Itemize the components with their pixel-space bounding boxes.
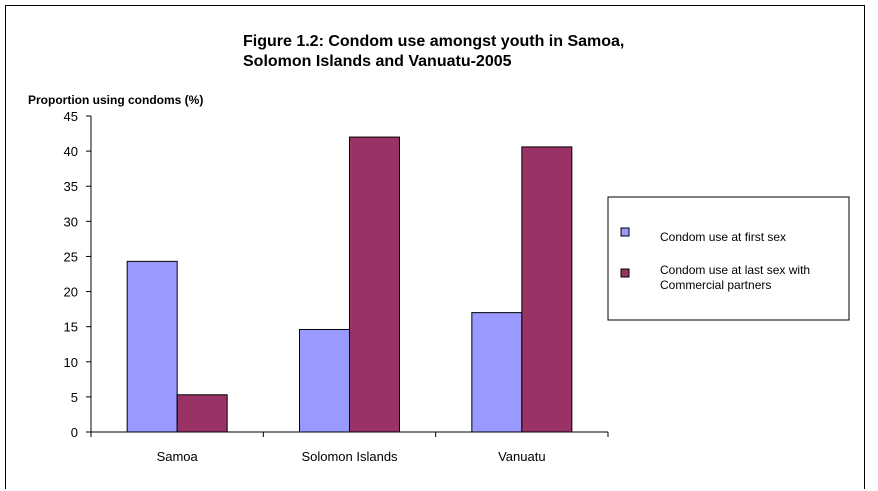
y-tick-label: 40 xyxy=(64,144,78,159)
bar-last-sex-solomon-islands xyxy=(349,136,400,433)
y-tick-label: 15 xyxy=(64,320,78,335)
legend: Condom use at first sex Condom use at las… xyxy=(607,196,850,321)
y-tick-label: 20 xyxy=(64,285,78,300)
x-category-label: Solomon Islands xyxy=(301,449,398,464)
y-tick-label: 5 xyxy=(71,390,78,405)
y-tick-label: 25 xyxy=(64,249,78,264)
y-tick-label: 10 xyxy=(64,355,78,370)
chart-title-line-1: Figure 1.2: Condom use amongst youth in … xyxy=(243,33,624,50)
bar-last-sex-vanuatu xyxy=(521,146,573,433)
legend-swatch xyxy=(620,227,630,237)
chart-frame xyxy=(5,5,865,489)
y-axis-label: Proportion using condoms (%) xyxy=(28,93,203,107)
x-category-label: Samoa xyxy=(157,449,199,464)
legend-label: Condom use at first sex xyxy=(660,230,786,244)
chart-title-line-2: Solomon Islands and Vanuatu-2005 xyxy=(243,53,512,70)
legend-box xyxy=(607,196,850,321)
x-category-label: Vanuatu xyxy=(498,449,545,464)
y-tick-label: 45 xyxy=(64,109,78,124)
y-tick-label: 0 xyxy=(71,425,78,440)
legend-swatch xyxy=(620,268,630,278)
legend-label: Condom use at last sex with Commercial pa… xyxy=(660,263,810,292)
bar-last-sex-samoa xyxy=(176,394,228,433)
bar-first-sex-vanuatu xyxy=(471,312,523,433)
bar-first-sex-samoa xyxy=(126,260,178,433)
bar-first-sex-solomon-islands xyxy=(299,328,350,433)
y-tick-label: 30 xyxy=(64,214,78,229)
plot-area: 0 5 10 15 20 25 30 35 40 45 Samoa Solomon Islands Va… xyxy=(64,109,609,464)
y-tick-label: 35 xyxy=(64,179,78,194)
